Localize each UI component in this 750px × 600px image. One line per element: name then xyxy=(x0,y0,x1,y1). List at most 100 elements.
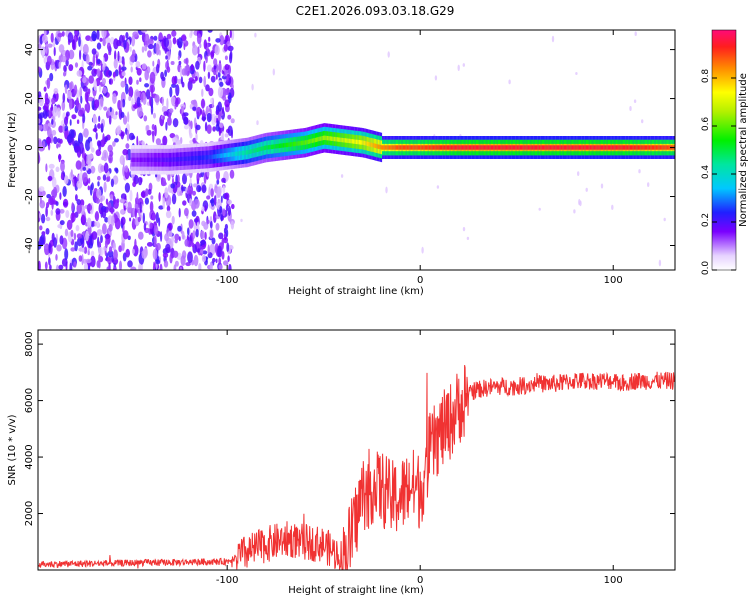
noise-cell xyxy=(123,115,128,125)
ridge-cell xyxy=(170,157,172,162)
ridge-cell xyxy=(566,145,568,150)
noise-cell xyxy=(462,227,466,232)
ridge-cell xyxy=(364,141,366,146)
noise-cell xyxy=(120,111,125,118)
ridge-cell xyxy=(454,145,457,150)
noise-cell xyxy=(178,207,181,218)
noise-cell xyxy=(76,119,80,124)
ridge-cell xyxy=(468,145,471,150)
noise-cell xyxy=(45,206,48,218)
ridge-cell xyxy=(569,145,571,150)
ridge-cell xyxy=(405,145,407,150)
ridge-cell xyxy=(350,139,352,144)
ridge-cell xyxy=(340,137,342,143)
noise-cell xyxy=(135,61,141,68)
spectrogram-heat-layer xyxy=(38,30,675,270)
noise-cell xyxy=(166,98,169,110)
noise-cell xyxy=(58,264,64,270)
noise-cell xyxy=(38,124,43,131)
noise-cell xyxy=(81,247,85,253)
ridge-cell xyxy=(188,156,190,161)
ridge-cell xyxy=(349,138,351,144)
noise-cell xyxy=(95,221,100,227)
noise-cell xyxy=(74,30,78,36)
noise-cell xyxy=(213,211,217,224)
noise-cell xyxy=(115,111,118,116)
ridge-cell xyxy=(161,157,164,162)
noise-cell xyxy=(64,175,69,185)
noise-cell xyxy=(43,244,50,249)
noise-cell xyxy=(215,170,220,181)
noise-cell xyxy=(209,221,213,229)
noise-cell xyxy=(155,212,159,224)
ridge-cell xyxy=(183,156,186,162)
ridge-cell xyxy=(212,154,215,159)
noise-cell xyxy=(198,173,202,178)
noise-cell xyxy=(146,129,152,136)
ridge-cell xyxy=(214,154,216,159)
noise-cell xyxy=(57,107,61,118)
ridge-cell xyxy=(215,154,217,159)
noise-cell xyxy=(169,86,173,98)
noise-cell xyxy=(63,65,67,72)
noise-cell xyxy=(85,54,90,65)
noise-cell xyxy=(208,36,211,42)
ridge-cell xyxy=(177,157,179,162)
ridge-cell xyxy=(467,145,469,150)
ridge-cell xyxy=(489,145,491,150)
noise-cell xyxy=(38,186,45,192)
noise-cell xyxy=(158,205,164,210)
noise-cell xyxy=(98,84,102,93)
noise-cell xyxy=(39,196,42,204)
noise-cell xyxy=(38,118,41,124)
noise-cell xyxy=(189,132,193,139)
noise-cell xyxy=(87,88,91,95)
noise-cell xyxy=(51,97,56,105)
ridge-cell xyxy=(307,139,310,144)
ridge-cell xyxy=(573,145,575,150)
noise-cell xyxy=(228,263,232,270)
ridge-cell xyxy=(171,157,173,162)
noise-cell xyxy=(77,237,83,247)
noise-cell xyxy=(44,261,48,270)
noise-cell xyxy=(195,124,201,131)
ridge-cell xyxy=(665,145,667,150)
ridge-cell xyxy=(305,140,307,145)
noise-cell xyxy=(204,121,208,132)
ridge-cell xyxy=(603,145,605,150)
ridge-cell xyxy=(152,157,154,162)
ridge-cell xyxy=(249,149,252,154)
noise-cell xyxy=(201,88,204,98)
ridge-cell xyxy=(568,145,570,150)
ridge-cell xyxy=(153,157,156,162)
ridge-cell xyxy=(240,151,242,156)
noise-cell xyxy=(205,55,208,64)
noise-cell xyxy=(144,44,148,52)
noise-cell xyxy=(74,175,77,188)
ridge-cell xyxy=(598,145,600,150)
ridge-cell xyxy=(311,138,313,144)
ridge-cell xyxy=(509,145,511,150)
ridge-cell xyxy=(290,142,292,147)
ridge-cell xyxy=(360,140,362,145)
noise-cell xyxy=(168,112,172,119)
noise-cell xyxy=(218,257,222,265)
noise-cell xyxy=(58,61,62,69)
y-tick-label: 2000 xyxy=(24,501,35,526)
ridge-cell xyxy=(313,138,315,143)
ridge-cell xyxy=(628,145,630,150)
y-tick-label: 4000 xyxy=(24,444,35,469)
ridge-cell xyxy=(493,145,495,150)
ridge-cell xyxy=(584,145,586,150)
ridge-cell xyxy=(595,145,597,150)
noise-cell xyxy=(192,230,196,239)
ridge-cell xyxy=(186,156,188,161)
noise-cell xyxy=(180,76,183,85)
ridge-cell xyxy=(393,145,395,150)
noise-cell xyxy=(42,140,46,151)
noise-cell xyxy=(84,104,88,112)
spectrogram-ticks: -100 0 100 -40 -20 0 20 40 xyxy=(24,30,675,286)
colorbar-tick-label: 0.0 xyxy=(701,261,711,276)
ridge-cell xyxy=(379,144,381,150)
